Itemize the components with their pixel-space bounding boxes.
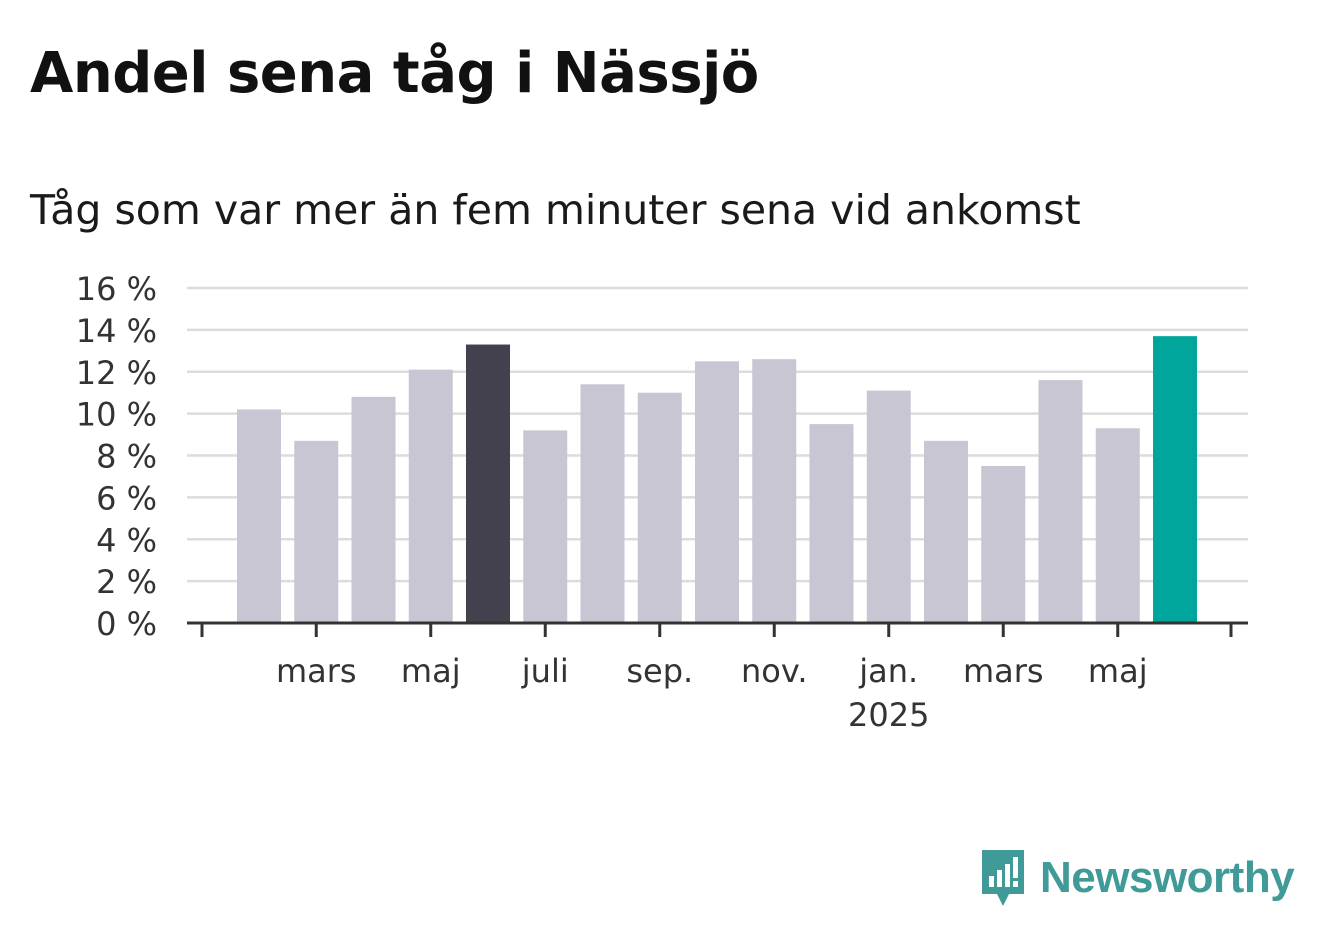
x-tick-label: nov.	[741, 652, 807, 690]
newsworthy-logo-icon	[982, 850, 1024, 906]
bar-2024-11	[752, 359, 797, 623]
x-tick-label: sep.	[626, 652, 693, 690]
y-tick-label: 6 %	[96, 479, 157, 517]
x-axis: mars maj juli sep. nov. jan. 2025 mars maj	[187, 621, 1248, 734]
y-tick-label: 12 %	[76, 354, 157, 392]
y-axis-labels: 0 % 2 % 4 % 6 %8 % 10 % 12 % 14 % 16 %	[76, 270, 157, 643]
y-tick-label: 0 %	[96, 605, 157, 643]
y-tick-label: 8 %	[96, 438, 157, 476]
y-tick-label: 10 %	[76, 396, 157, 434]
bar-2025-05	[1095, 428, 1140, 623]
x-tick-label: jan.	[858, 652, 918, 690]
y-tick-label: 2 %	[96, 563, 157, 601]
chart-subtitle: Tåg som var mer än fem minuter sena vid …	[30, 186, 1081, 234]
x-tick-label: maj	[1088, 652, 1148, 690]
bar-2024-05	[408, 369, 453, 623]
bar-2024-09	[637, 392, 682, 623]
chart-title: Andel sena tåg i Nässjö	[30, 41, 759, 106]
bar-2024-06	[466, 344, 510, 623]
bar-2025-01	[866, 390, 911, 623]
brand-name: Newsworthy	[1040, 853, 1295, 902]
bar-2024-07	[523, 430, 568, 623]
bar-2024-10	[695, 361, 739, 623]
bar-2025-04	[1038, 380, 1083, 623]
x-tick-sublabel: 2025	[848, 696, 929, 734]
bar-2025-03	[981, 465, 1026, 623]
bar-2024-08	[580, 384, 625, 623]
y-tick-label: 14 %	[76, 312, 157, 350]
x-tick-label: mars	[963, 652, 1044, 690]
brand-logo: Newsworthy	[978, 846, 1295, 910]
bar-chart: 0 % 2 % 4 % 6 %8 % 10 % 12 % 14 % 16 % mars maj j…	[76, 270, 1248, 734]
x-tick-label: mars	[276, 652, 357, 690]
bar-2025-02	[924, 440, 968, 623]
bar-2024-12	[809, 424, 854, 623]
bar-2024-04	[351, 396, 396, 623]
bar-2025-06	[1153, 336, 1197, 623]
y-tick-label: 4 %	[96, 521, 157, 559]
y-tick-label: 16 %	[76, 270, 157, 308]
bar-2024-02	[237, 409, 281, 623]
x-tick-label: juli	[521, 652, 569, 690]
x-tick-label: maj	[401, 652, 461, 690]
bars	[237, 336, 1197, 623]
bar-2024-03	[294, 440, 339, 623]
